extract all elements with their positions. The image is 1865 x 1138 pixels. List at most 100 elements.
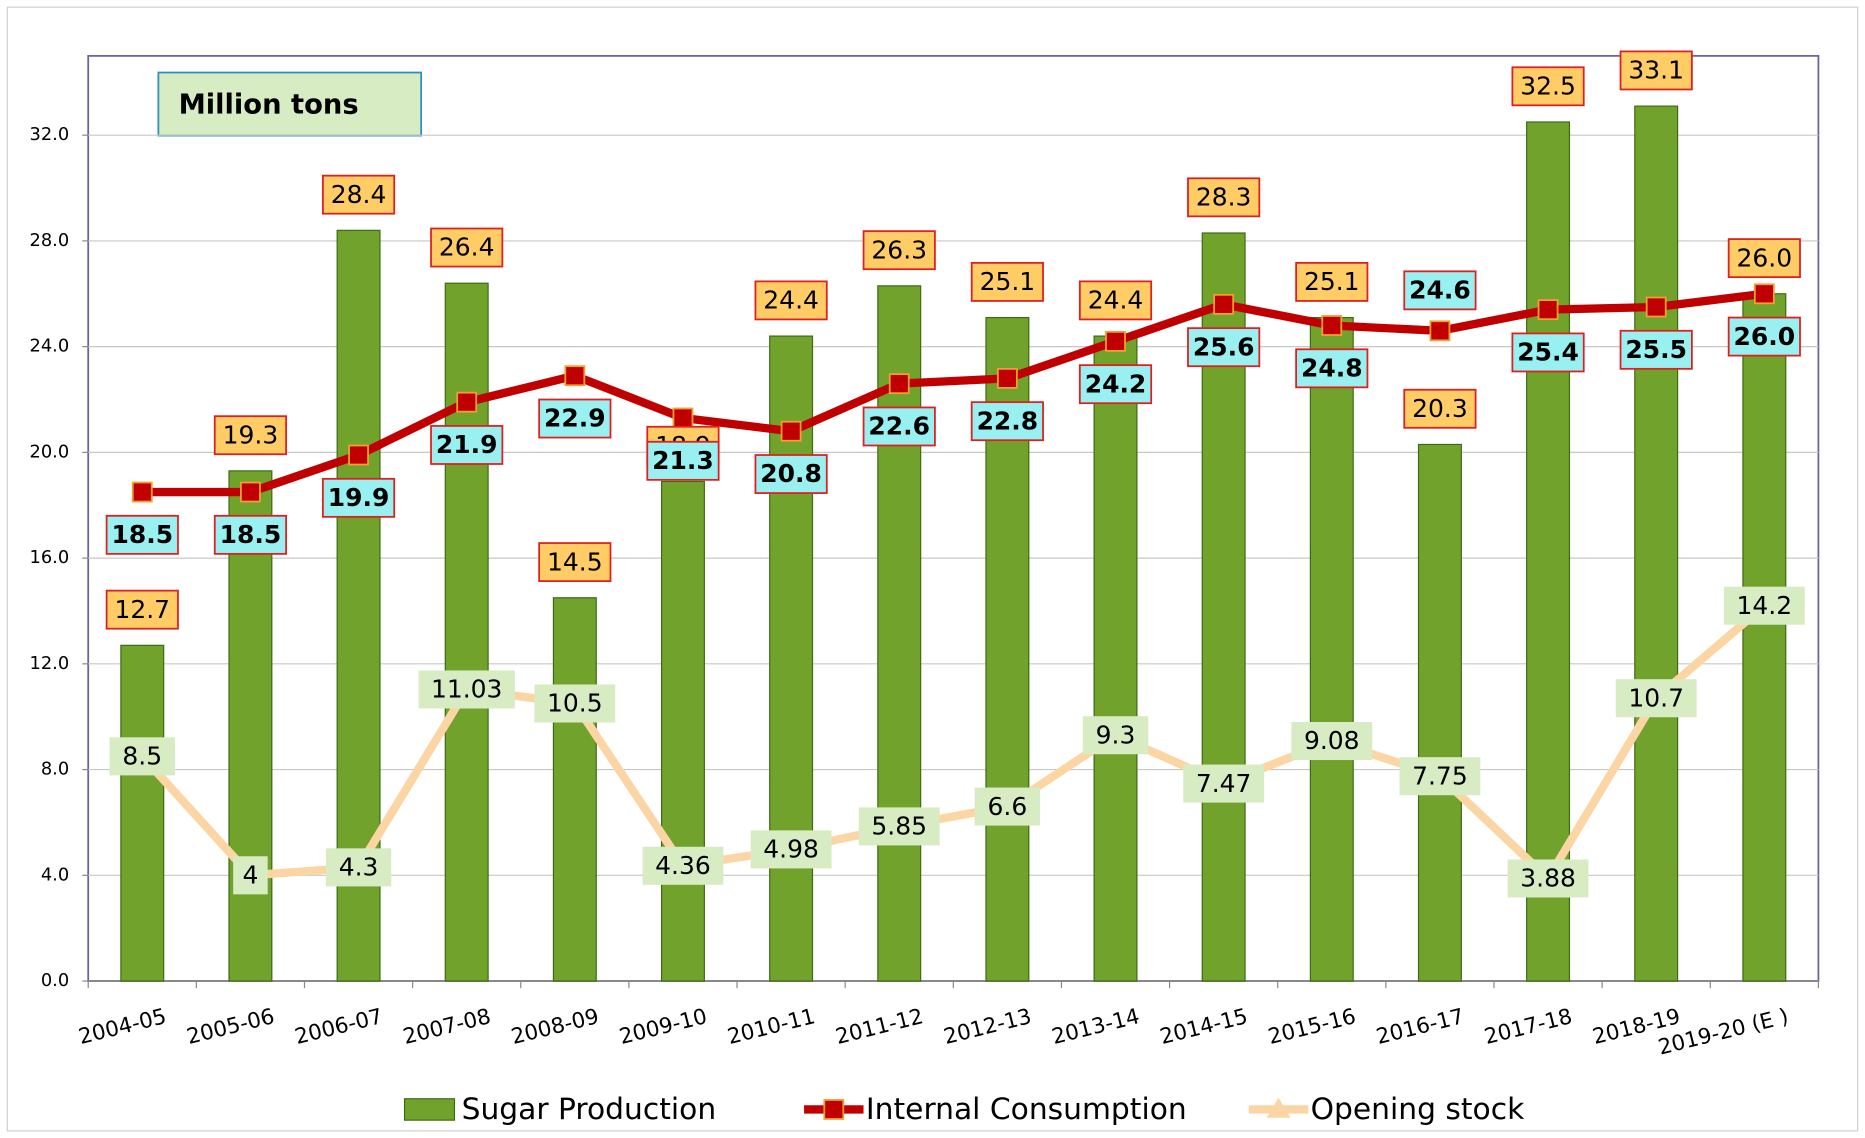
- bar-label-box: [1403, 388, 1477, 429]
- line-label: 14.2: [1737, 591, 1793, 620]
- legend-marker: [1266, 1097, 1291, 1118]
- bar-label-box: [1619, 50, 1693, 91]
- bar-label: 25.1: [1304, 267, 1360, 296]
- line: [142, 289, 1765, 497]
- line-label-box: [1511, 332, 1585, 373]
- line-label: 9.3: [1096, 720, 1136, 749]
- line-label-box: [970, 401, 1044, 442]
- bar: [769, 335, 814, 982]
- line-label: 19.9: [328, 483, 390, 512]
- bar: [1417, 443, 1462, 982]
- y-tick-label: 4.0: [41, 864, 69, 885]
- annotation: Million tons: [179, 89, 359, 120]
- marker: [1321, 315, 1343, 336]
- bar-label-box: [970, 261, 1044, 302]
- line: [139, 602, 1768, 883]
- line-label-box: [1291, 721, 1373, 761]
- bar: [1093, 335, 1138, 982]
- line-label-box: [538, 398, 612, 439]
- bar-label-box: [862, 230, 936, 271]
- line-label-box: [642, 846, 724, 885]
- line-label-box: [974, 787, 1041, 826]
- bar-label: 26.0: [1737, 243, 1793, 272]
- bar-label-box: [1511, 66, 1585, 107]
- annotation-box: [157, 71, 423, 137]
- line-label: 21.9: [436, 430, 498, 459]
- line-label-box: [321, 477, 396, 518]
- bar: [660, 480, 705, 982]
- line-label-box: [1183, 764, 1265, 803]
- line-label: 26.0: [1734, 322, 1796, 351]
- line-label-box: [1727, 316, 1801, 357]
- bar-label-box: [105, 589, 179, 630]
- line-label-box: [646, 440, 720, 481]
- bar: [228, 470, 273, 982]
- line-label-box: [1619, 329, 1693, 370]
- line-label-box: [534, 684, 616, 723]
- y-tick-label: 24.0: [29, 336, 69, 357]
- bar-label-box: [213, 415, 287, 456]
- line-label: 25.4: [1517, 338, 1579, 367]
- line-label-box: [1078, 364, 1153, 405]
- line-label: 5.85: [871, 812, 927, 841]
- bar-label: 24.4: [1088, 286, 1144, 315]
- bar: [120, 644, 165, 982]
- bar-label-box: [1187, 177, 1261, 218]
- bar-label: 19.3: [223, 420, 279, 449]
- bar-label: 14.5: [547, 547, 603, 576]
- line-label: 11.03: [431, 675, 502, 704]
- bar-label: 28.4: [331, 180, 387, 209]
- line-label-box: [233, 856, 268, 895]
- line-label: 3.88: [1520, 864, 1576, 893]
- bar-label: 26.4: [439, 233, 495, 262]
- marker: [888, 373, 910, 395]
- line-label-box: [754, 454, 828, 494]
- line-label: 22.6: [868, 412, 930, 441]
- marker: [564, 365, 586, 387]
- line-label-box: [1187, 327, 1261, 368]
- bar-label: 24.4: [763, 286, 819, 315]
- line-label-box: [1507, 859, 1589, 898]
- line-label: 22.8: [977, 406, 1039, 435]
- bar-label: 25.1: [980, 267, 1036, 296]
- bar-label-box: [321, 174, 396, 215]
- line-label: 24.2: [1085, 369, 1147, 398]
- line-label-box: [750, 830, 832, 869]
- line-label: 10.7: [1628, 683, 1684, 712]
- marker: [240, 481, 261, 503]
- bar-label: 26.3: [871, 235, 927, 264]
- line-label-box: [1615, 679, 1697, 718]
- y-tick-label: 20.0: [29, 441, 69, 462]
- line-label-box: [1399, 757, 1481, 796]
- bar: [1634, 105, 1679, 982]
- line-label: 6.6: [988, 792, 1028, 821]
- line-label: 21.3: [652, 446, 714, 475]
- line-label: 24.8: [1301, 354, 1363, 383]
- line-label-box: [430, 425, 504, 465]
- line-label-box: [325, 848, 392, 887]
- bar: [1309, 316, 1354, 982]
- legend-marker: [823, 1099, 845, 1120]
- marker: [1753, 283, 1775, 305]
- bar: [552, 597, 597, 982]
- y-tick-label: 32.0: [29, 124, 69, 145]
- legend-label: Opening stock: [1311, 1092, 1525, 1127]
- line-label: 18.5: [111, 520, 173, 549]
- line-label-box: [213, 514, 287, 555]
- y-tick-label: 0.0: [41, 970, 69, 991]
- bar-label: 32.5: [1520, 71, 1576, 100]
- line-label: 20.8: [760, 459, 822, 488]
- bar-label-box: [1727, 238, 1801, 279]
- line-label: 4.3: [339, 853, 379, 882]
- y-tick-label: 8.0: [41, 759, 69, 780]
- y-tick-label: 28.0: [29, 230, 69, 251]
- line-label: 22.9: [544, 404, 606, 433]
- line-label: 24.6: [1409, 276, 1471, 305]
- bar-label-box: [538, 542, 612, 583]
- bar-label: 33.1: [1628, 56, 1684, 85]
- line-label-box: [109, 737, 175, 776]
- y-tick-label: 16.0: [29, 547, 69, 568]
- line-label: 7.47: [1196, 769, 1252, 798]
- line-label: 10.5: [547, 689, 603, 718]
